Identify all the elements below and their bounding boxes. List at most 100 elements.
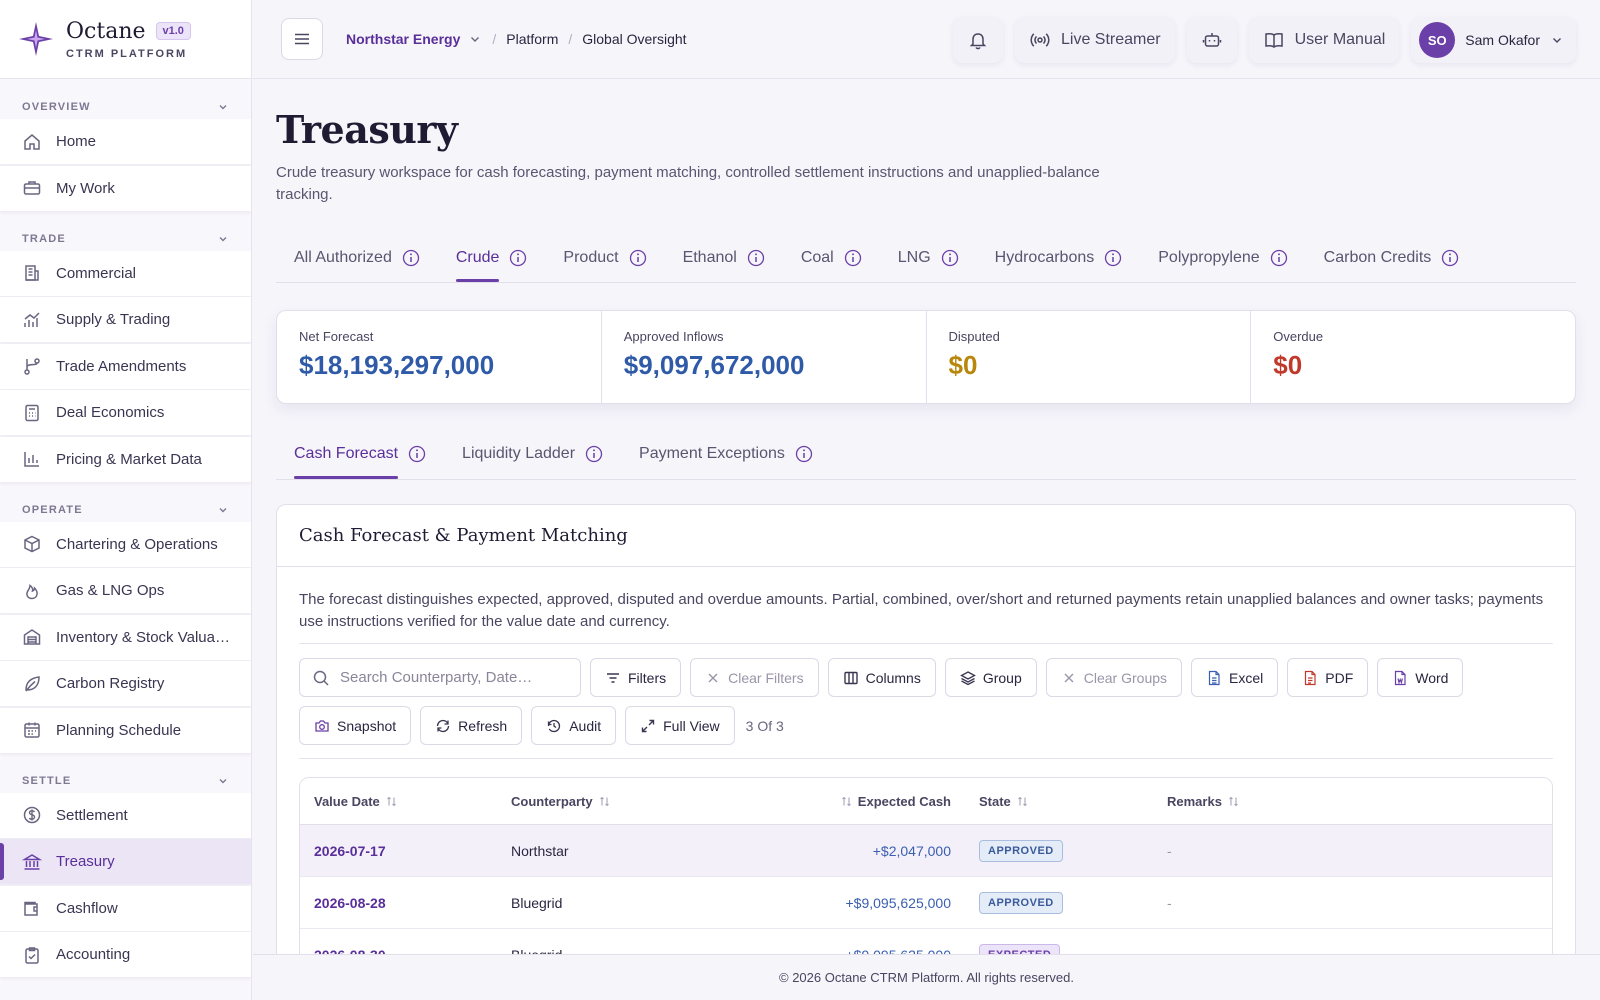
sidebar-item-my-work[interactable]: My Work — [0, 165, 251, 211]
info-icon[interactable] — [844, 249, 862, 267]
column-header-state[interactable]: State — [951, 794, 1153, 809]
columns-button[interactable]: Columns — [827, 658, 936, 697]
column-header-expected-cash[interactable]: Expected Cash — [753, 794, 951, 809]
info-icon[interactable] — [747, 249, 765, 267]
card-title: Cash Forecast & Payment Matching — [277, 505, 1575, 567]
breadcrumb-org[interactable]: Northstar Energy — [346, 31, 461, 47]
sidebar-item-chartering-operations[interactable]: Chartering & Operations — [0, 521, 251, 567]
sidebar-item-treasury[interactable]: Treasury — [0, 839, 251, 884]
chevron-down-icon — [219, 507, 227, 512]
breadcrumb-global-oversight[interactable]: Global Oversight — [582, 31, 687, 47]
info-icon[interactable] — [1104, 249, 1122, 267]
nav-section-operate[interactable]: OPERATE — [0, 498, 251, 522]
notifications-button[interactable] — [953, 17, 1003, 63]
info-icon[interactable] — [408, 445, 426, 463]
menu-toggle-button[interactable] — [281, 18, 323, 60]
clear-filters-label: Clear Filters — [728, 669, 804, 686]
info-icon[interactable] — [1270, 249, 1288, 267]
info-icon[interactable] — [795, 445, 813, 463]
tab-product[interactable]: Product — [545, 234, 664, 282]
tab-polypropylene[interactable]: Polypropylene — [1140, 234, 1305, 282]
brand-name: Octane — [66, 18, 146, 44]
sidebar-item-label: Planning Schedule — [56, 721, 182, 739]
sidebar-item-inventory-stock-valuation[interactable]: Inventory & Stock Valua… — [0, 614, 251, 660]
sidebar-item-label: Pricing & Market Data — [56, 450, 202, 468]
search-input[interactable] — [340, 669, 570, 686]
avatar: SO — [1419, 22, 1456, 58]
remarks-cell: - — [1167, 842, 1172, 859]
filters-button[interactable]: Filters — [590, 658, 682, 697]
sidebar-item-supply-trading[interactable]: Supply & Trading — [0, 297, 251, 342]
tab-cash-forecast[interactable]: Cash Forecast — [276, 428, 444, 479]
info-icon[interactable] — [509, 249, 527, 267]
chevron-down-icon[interactable] — [468, 32, 482, 46]
sidebar-item-deal-economics[interactable]: Deal Economics — [0, 390, 251, 435]
robot-icon — [1202, 33, 1221, 47]
status-badge: APPROVED — [979, 891, 1063, 914]
nav-section-trade[interactable]: TRADE — [0, 227, 251, 251]
sidebar-item-cashflow[interactable]: Cashflow — [0, 885, 251, 931]
tab-lng[interactable]: LNG — [880, 234, 977, 282]
brand[interactable]: Octane v1.0 CTRM PLATFORM — [0, 0, 251, 79]
live-streamer-button[interactable]: Live Streamer — [1015, 17, 1175, 63]
search-box[interactable] — [299, 658, 581, 697]
sidebar-item-label: Inventory & Stock Valua… — [56, 628, 230, 646]
warehouse-icon — [23, 629, 41, 645]
sidebar-item-commercial[interactable]: Commercial — [0, 250, 251, 296]
sidebar-item-home[interactable]: Home — [0, 119, 251, 164]
branch-icon — [24, 358, 40, 375]
clear-filters-button[interactable]: Clear Filters — [690, 658, 819, 697]
sidebar-item-gas-lng-ops[interactable]: Gas & LNG Ops — [0, 568, 251, 613]
user-menu[interactable]: SO Sam Okafor — [1411, 17, 1576, 63]
export-excel-button[interactable]: Excel — [1191, 658, 1279, 697]
value-date-link[interactable]: 2026-08-28 — [314, 894, 386, 911]
tab-liquidity-ladder[interactable]: Liquidity Ladder — [444, 428, 621, 479]
sidebar-item-label: Chartering & Operations — [56, 535, 218, 553]
sidebar-item-carbon-registry[interactable]: Carbon Registry — [0, 661, 251, 706]
column-header-remarks[interactable]: Remarks — [1153, 794, 1552, 809]
clipboard-icon — [25, 946, 39, 964]
tab-label: Ethanol — [682, 249, 737, 266]
user-manual-button[interactable]: User Manual — [1248, 17, 1400, 63]
value-date-link[interactable]: 2026-07-17 — [314, 842, 386, 859]
sidebar-item-settlement[interactable]: Settlement — [0, 792, 251, 838]
user-manual-label: User Manual — [1294, 31, 1386, 48]
breadcrumb-separator: / — [492, 31, 497, 47]
nav-section-title: SETTLE — [22, 774, 72, 787]
table-row[interactable]: 2026-07-17 Northstar +$2,047,000 APPROVED - — [300, 825, 1552, 877]
info-icon[interactable] — [629, 249, 647, 267]
sidebar-item-pricing-market-data[interactable]: Pricing & Market Data — [0, 436, 251, 482]
nav-section-settle[interactable]: SETTLE — [0, 769, 251, 793]
export-word-button[interactable]: Word — [1377, 658, 1464, 697]
breadcrumb-platform[interactable]: Platform — [506, 31, 559, 47]
audit-button[interactable]: Audit — [531, 706, 617, 745]
snapshot-button[interactable]: Snapshot — [299, 706, 412, 745]
export-pdf-button[interactable]: PDF — [1287, 658, 1369, 697]
breadcrumb-separator: / — [568, 31, 573, 47]
info-icon[interactable] — [402, 249, 420, 267]
tab-all-authorized[interactable]: All Authorized — [276, 234, 438, 282]
tab-crude[interactable]: Crude — [438, 234, 546, 282]
chevron-down-icon — [219, 236, 227, 241]
nav-section-overview[interactable]: OVERVIEW — [0, 95, 251, 119]
sidebar-item-accounting[interactable]: Accounting — [0, 932, 251, 977]
sidebar-item-planning-schedule[interactable]: Planning Schedule — [0, 707, 251, 753]
column-header-value-date[interactable]: Value Date — [300, 794, 497, 809]
tab-hydrocarbons[interactable]: Hydrocarbons — [977, 234, 1141, 282]
column-header-label: Expected Cash — [857, 793, 951, 809]
assistant-bot-button[interactable] — [1186, 17, 1237, 63]
group-button[interactable]: Group — [944, 658, 1037, 697]
column-header-counterparty[interactable]: Counterparty — [497, 794, 753, 809]
refresh-button[interactable]: Refresh — [420, 706, 523, 745]
table-row[interactable]: 2026-08-28 Bluegrid +$9,095,625,000 APPROVE… — [300, 877, 1552, 929]
info-icon[interactable] — [941, 249, 959, 267]
clear-groups-button[interactable]: Clear Groups — [1045, 658, 1183, 697]
sidebar-item-trade-amendments[interactable]: Trade Amendments — [0, 343, 251, 389]
tab-carbon-credits[interactable]: Carbon Credits — [1306, 234, 1478, 282]
tab-coal[interactable]: Coal — [783, 234, 880, 282]
info-icon[interactable] — [585, 445, 603, 463]
info-icon[interactable] — [1441, 249, 1459, 267]
tab-payment-exceptions[interactable]: Payment Exceptions — [621, 428, 831, 479]
full-view-button[interactable]: Full View — [625, 706, 735, 745]
tab-ethanol[interactable]: Ethanol — [665, 234, 783, 282]
